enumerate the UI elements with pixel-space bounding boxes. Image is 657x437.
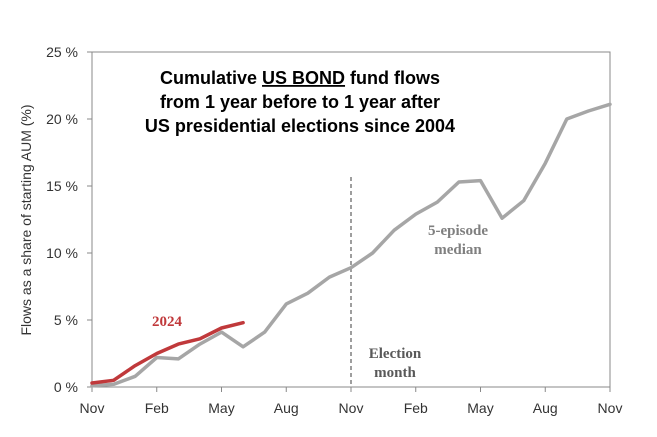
- x-tick-label: Feb: [404, 400, 428, 416]
- x-tick-label: May: [208, 400, 234, 416]
- x-tick-label: Nov: [80, 400, 105, 416]
- title-line-3: US presidential elections since 2004: [145, 116, 455, 136]
- chart-title: Cumulative US BOND fund flows from 1 yea…: [145, 68, 455, 136]
- axes: 0 % 5 % 10 % 15 % 20 % 25 % Nov Feb May Aug Nov Feb…: [46, 44, 622, 416]
- series-line-2024: [90, 320, 245, 385]
- x-tick-label: Feb: [145, 400, 169, 416]
- annotation-median-line-1: 5-episode: [428, 223, 488, 239]
- x-tick-label: May: [467, 400, 493, 416]
- y-tick-label: 20 %: [46, 111, 78, 127]
- y-tick-label: 25 %: [46, 44, 78, 60]
- x-tick-label: Nov: [598, 400, 623, 416]
- series-line-median: [90, 102, 612, 388]
- y-tick-label: 10 %: [46, 245, 78, 261]
- x-tick-label: Nov: [339, 400, 364, 416]
- annotation-2024: 2024: [152, 314, 183, 330]
- x-tick-label: Aug: [274, 400, 299, 416]
- series-lines: [90, 102, 612, 388]
- title-line-2: from 1 year before to 1 year after: [160, 92, 440, 112]
- y-axis-title: Flows as a share of starting AUM (%): [18, 104, 34, 335]
- x-tick-label: Aug: [533, 400, 558, 416]
- annotation-median-line-2: median: [434, 242, 482, 258]
- title-line-1: Cumulative US BOND fund flows: [160, 68, 440, 88]
- y-tick-label: 5 %: [54, 312, 78, 328]
- y-tick-label: 0 %: [54, 379, 78, 395]
- y-tick-label: 15 %: [46, 178, 78, 194]
- annotation-election-line-1: Election: [369, 346, 422, 362]
- annotation-election-line-2: month: [374, 365, 416, 381]
